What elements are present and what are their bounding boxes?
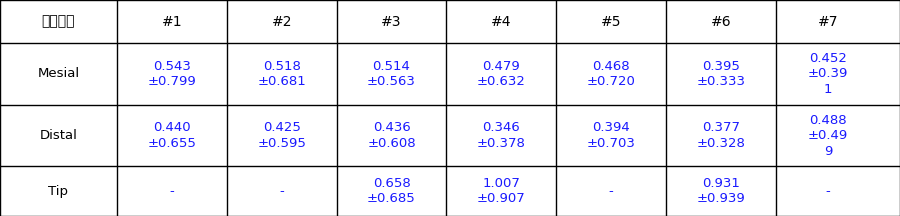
Text: #4: #4	[491, 15, 511, 29]
Text: #3: #3	[382, 15, 401, 29]
Text: #1: #1	[162, 15, 182, 29]
Text: 0.346
±0.378: 0.346 ±0.378	[477, 121, 526, 150]
Text: -: -	[169, 185, 175, 198]
Text: 0.488
±0.49
9: 0.488 ±0.49 9	[808, 114, 848, 157]
Text: 0.543
±0.799: 0.543 ±0.799	[148, 60, 196, 88]
Text: 0.395
±0.333: 0.395 ±0.333	[697, 60, 745, 88]
Text: 0.468
±0.720: 0.468 ±0.720	[587, 60, 635, 88]
Text: Mesial: Mesial	[38, 67, 79, 81]
Text: Tip: Tip	[49, 185, 68, 198]
Text: 0.436
±0.608: 0.436 ±0.608	[367, 121, 416, 150]
Text: 치아번호: 치아번호	[41, 15, 76, 29]
Text: 0.518
±0.681: 0.518 ±0.681	[257, 60, 306, 88]
Text: -: -	[825, 185, 831, 198]
Text: 1.007
±0.907: 1.007 ±0.907	[477, 177, 526, 205]
Text: Distal: Distal	[40, 129, 77, 142]
Text: #6: #6	[711, 15, 731, 29]
Text: 0.514
±0.563: 0.514 ±0.563	[367, 60, 416, 88]
Text: #7: #7	[818, 15, 838, 29]
Text: 0.377
±0.328: 0.377 ±0.328	[697, 121, 745, 150]
Text: -: -	[608, 185, 614, 198]
Text: #5: #5	[601, 15, 621, 29]
Text: #2: #2	[272, 15, 292, 29]
Text: 0.394
±0.703: 0.394 ±0.703	[587, 121, 635, 150]
Text: 0.452
±0.39
1: 0.452 ±0.39 1	[808, 52, 848, 96]
Text: 0.658
±0.685: 0.658 ±0.685	[367, 177, 416, 205]
Text: 0.479
±0.632: 0.479 ±0.632	[477, 60, 526, 88]
Text: 0.931
±0.939: 0.931 ±0.939	[697, 177, 745, 205]
Text: 0.425
±0.595: 0.425 ±0.595	[257, 121, 306, 150]
Text: 0.440
±0.655: 0.440 ±0.655	[148, 121, 196, 150]
Text: -: -	[279, 185, 284, 198]
